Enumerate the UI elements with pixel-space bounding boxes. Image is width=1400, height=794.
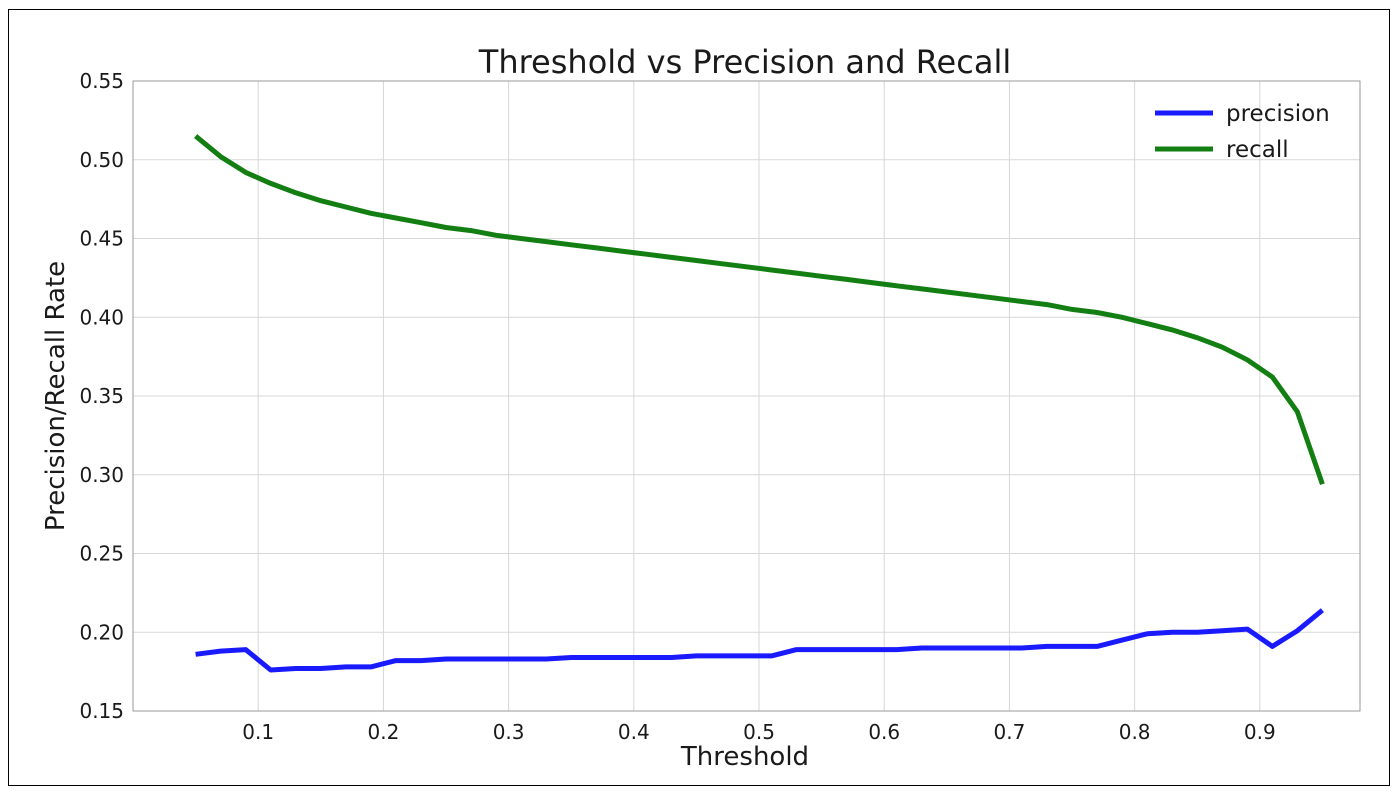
legend-label-recall: recall [1226, 137, 1289, 163]
legend: precision recall [1155, 101, 1330, 163]
y-tick-label: 0.55 [79, 69, 124, 93]
series-line-recall [194, 134, 1325, 486]
x-tick-label: 0.1 [242, 720, 274, 744]
x-tick-label: 0.2 [368, 720, 400, 744]
y-tick-label: 0.35 [79, 384, 124, 408]
x-tick-label: 0.7 [994, 720, 1026, 744]
series-line-precision [195, 608, 1324, 673]
x-tick-label: 0.3 [493, 720, 525, 744]
x-tick-label: 0.4 [618, 720, 650, 744]
y-tick-label: 0.40 [79, 305, 124, 329]
y-tick-label: 0.50 [79, 148, 124, 172]
y-tick-label: 0.30 [79, 463, 124, 487]
grid [133, 80, 1360, 712]
plot-area [132, 80, 1361, 712]
x-tick-label: 0.5 [743, 720, 775, 744]
y-tick-label: 0.15 [79, 699, 124, 723]
y-tick-label: 0.25 [79, 542, 124, 566]
x-tick-label: 0.9 [1244, 720, 1276, 744]
y-axis-ticks: 0.15 0.20 0.25 0.30 0.35 0.40 0.45 0.50 0.55 [79, 69, 124, 723]
x-axis-label: Threshold [680, 742, 809, 772]
y-tick-label: 0.45 [79, 227, 124, 251]
y-tick-label: 0.20 [79, 620, 124, 644]
chart-title: Threshold vs Precision and Recall [478, 43, 1011, 81]
x-tick-label: 0.6 [868, 720, 900, 744]
series-lines [194, 134, 1325, 673]
legend-label-precision: precision [1226, 101, 1330, 127]
y-axis-label: Precision/Recall Rate [41, 261, 71, 531]
x-tick-label: 0.8 [1119, 720, 1151, 744]
x-axis-ticks: 0.1 0.2 0.3 0.4 0.5 0.6 0.7 0.8 0.9 [242, 720, 1275, 744]
